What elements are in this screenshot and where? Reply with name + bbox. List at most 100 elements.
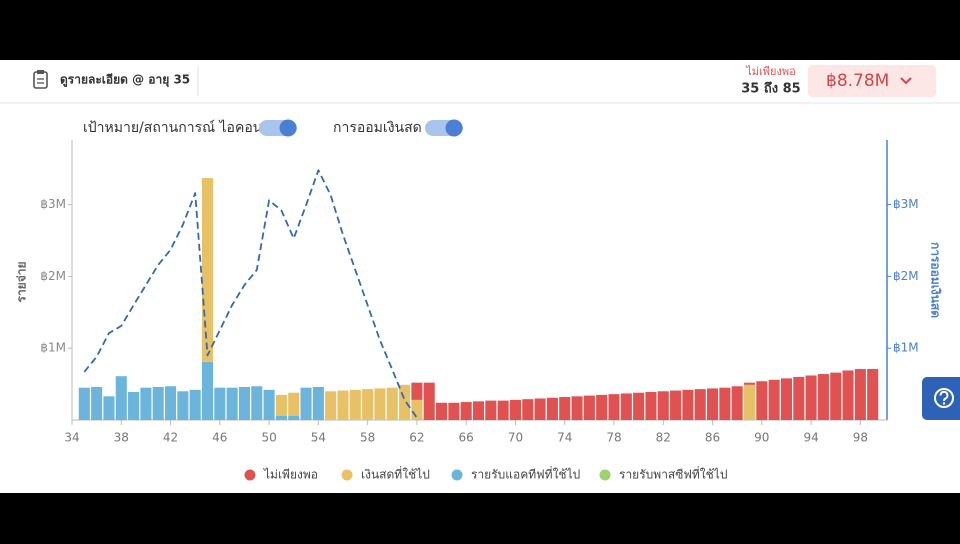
legend-label: รายรับพาสซีฟที่ใช้ไป: [619, 466, 727, 482]
y2-tick-label: ฿3M: [893, 197, 919, 211]
bar-segment: [325, 391, 337, 420]
x-tick-label: 62: [409, 431, 424, 445]
bar-segment: [719, 387, 731, 420]
legend-swatch: [451, 469, 463, 481]
savings-line: [83, 169, 418, 419]
bar-segment: [165, 386, 177, 420]
bar-segment: [177, 391, 189, 420]
x-tick-label: 82: [656, 431, 671, 445]
clipboard-clip: [37, 70, 44, 74]
x-tick-label: 94: [803, 431, 818, 445]
bar-segment: [115, 376, 127, 420]
toggle-label: เป้าหมาย/สถานการณ์ ไอคอน: [83, 119, 263, 136]
x-tick-label: 58: [360, 431, 375, 445]
bar-segment: [312, 386, 324, 420]
legend-label: ไม่เพียงพอ: [263, 468, 318, 482]
legend-swatch: [599, 469, 611, 481]
top-bar: [0, 0, 960, 60]
bar-segment: [571, 396, 583, 420]
bar-segment: [756, 381, 768, 420]
toggle-knob: [445, 119, 463, 137]
bar-segment: [546, 397, 558, 420]
x-tick-label: 54: [311, 431, 326, 445]
bar-segment: [842, 370, 854, 420]
bar-segment: [780, 378, 792, 420]
bar-segment: [657, 391, 669, 420]
bar-segment: [275, 394, 287, 416]
bar-segment: [399, 384, 411, 420]
x-tick-label: 66: [459, 431, 474, 445]
x-tick-label: 78: [606, 431, 621, 445]
bar-segment: [608, 394, 620, 420]
amount-text: ฿8.78M: [826, 71, 889, 91]
bar-segment: [386, 387, 398, 420]
x-tick-label: 70: [508, 431, 523, 445]
bar-segment: [288, 392, 300, 416]
bar-segment: [128, 392, 140, 420]
bar-segment: [78, 387, 90, 420]
status-text: ไม่เพียงพอ: [745, 65, 795, 78]
bar-segment: [559, 397, 571, 420]
bar-segment: [707, 388, 719, 420]
bar-segment: [251, 386, 263, 420]
age-range: 35 ถึง 85: [741, 81, 800, 97]
content: [0, 60, 960, 493]
bar-segment: [854, 369, 866, 420]
x-tick-label: 34: [64, 431, 79, 445]
bar-segment: [103, 396, 115, 420]
bar-segment: [830, 372, 842, 420]
bar-segment: [226, 387, 238, 420]
details-text: ดูรายละเอียด @ อายุ 35: [60, 73, 190, 88]
toggle-knob: [279, 119, 297, 137]
toggle[interactable]: [425, 119, 463, 137]
help-button[interactable]: [922, 377, 960, 420]
bar-segment: [460, 402, 472, 420]
bar-segment: [288, 415, 300, 420]
bar-segment: [448, 402, 460, 420]
bar-segment: [793, 376, 805, 420]
amount-button[interactable]: ฿8.78M: [808, 65, 936, 97]
bar-segment: [817, 374, 829, 420]
bar-segment: [201, 361, 214, 420]
toggle[interactable]: [259, 119, 297, 137]
bar-segment: [620, 393, 632, 420]
details-link[interactable]: ดูรายละเอียด @ อายุ 35: [33, 70, 190, 89]
bar-segment: [337, 390, 349, 420]
legend-label: เงินสดที่ใช้ไป: [361, 466, 430, 482]
bar-segment: [743, 384, 756, 420]
bar-segment: [411, 399, 423, 420]
bar-segment: [140, 387, 152, 420]
plot: ฿1M ฿2M ฿3M ฿1M ฿2M ฿3M 34 38 42 46 50 54 58 62 66 70 74…: [40, 140, 919, 482]
bar-segment: [300, 387, 312, 420]
x-tick-label: 38: [114, 431, 129, 445]
help-glyph: [939, 390, 949, 402]
bar-segment: [509, 399, 521, 420]
help-bg: [922, 377, 960, 420]
help-icon: [934, 388, 954, 408]
bar-segment: [91, 386, 103, 420]
bar-segment: [682, 389, 694, 420]
bar-segment: [485, 400, 497, 420]
bar-segment: [805, 375, 817, 420]
bar-segment: [497, 400, 509, 420]
bar-segment: [189, 389, 201, 420]
legend-swatch: [341, 469, 353, 481]
bar-segment: [633, 392, 645, 420]
x-tick-label: 86: [705, 431, 720, 445]
bottom-bar: [0, 493, 960, 540]
bar-segment: [263, 389, 275, 420]
y-tick-label: ฿2M: [40, 269, 66, 283]
x-tick-label: 42: [163, 431, 178, 445]
bar-segment: [534, 398, 546, 420]
bar-segment: [694, 389, 706, 420]
bar-segment: [201, 178, 214, 362]
bar-segment: [436, 402, 448, 420]
bar-segment: [374, 388, 386, 420]
y-tick-label: ฿3M: [40, 197, 66, 211]
bar-segment: [743, 382, 756, 385]
y2-axis-title: การออมเงินสด: [929, 242, 943, 318]
bar-segment: [423, 382, 435, 420]
x-tick-label: 46: [212, 431, 227, 445]
